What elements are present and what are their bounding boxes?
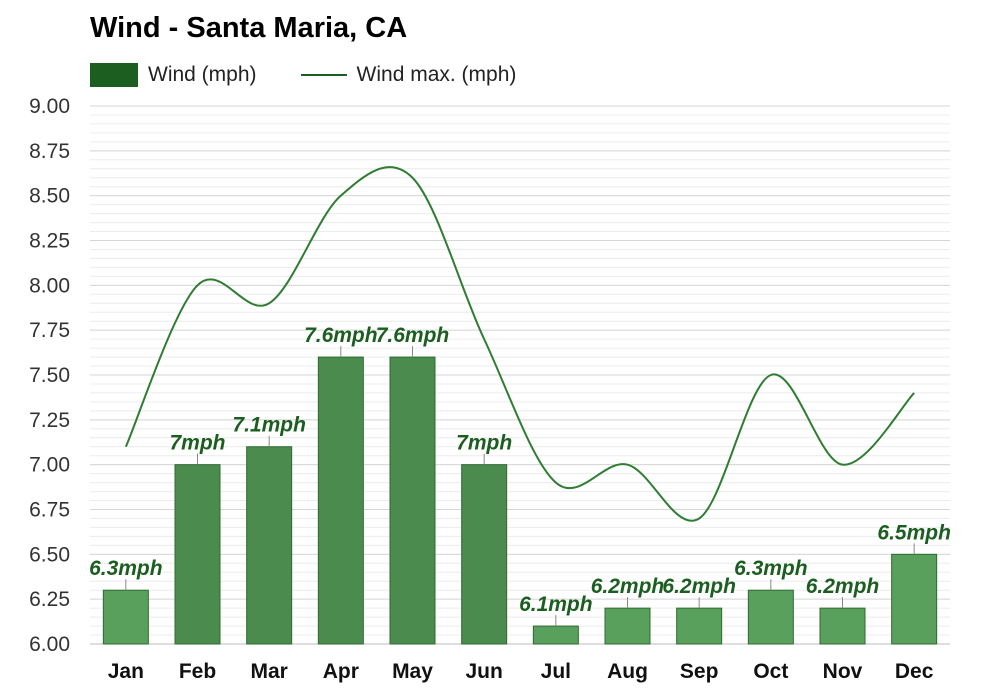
bar-sep xyxy=(676,607,723,645)
y-tick-label: 6.50 xyxy=(29,543,70,566)
y-tick-label: 6.75 xyxy=(29,499,70,522)
bar-may xyxy=(389,356,436,645)
x-tick-label: May xyxy=(392,660,433,683)
legend-line-label: Wind max. (mph) xyxy=(356,63,517,86)
bar-nov xyxy=(819,607,866,645)
chart-title: Wind - Santa Maria, CA xyxy=(90,12,408,44)
chart-legend: Wind (mph) Wind max. (mph) xyxy=(90,60,516,90)
bar-data-label: 7.1mph xyxy=(232,414,306,437)
x-tick-label: Apr xyxy=(323,660,359,683)
x-tick-label: Nov xyxy=(823,660,863,683)
bar-apr xyxy=(317,356,364,645)
x-tick-label: Jan xyxy=(108,660,144,683)
bar-jun xyxy=(461,464,508,645)
x-tick-label: Mar xyxy=(250,660,287,683)
bar-data-label: 7mph xyxy=(169,432,225,455)
bar-data-label: 6.2mph xyxy=(662,575,736,598)
bar-data-label: 6.1mph xyxy=(519,593,593,616)
y-tick-label: 7.00 xyxy=(29,454,70,477)
x-tick-label: Jul xyxy=(541,660,571,683)
bar-jan xyxy=(102,589,149,645)
wind-max-line xyxy=(124,166,915,522)
y-tick-label: 7.75 xyxy=(29,319,70,342)
y-tick-label: 8.25 xyxy=(29,230,70,253)
x-tick-label: Jun xyxy=(465,660,502,683)
x-tick-label: Sep xyxy=(680,660,719,683)
bar-data-label: 6.3mph xyxy=(734,557,808,580)
y-tick-label: 7.50 xyxy=(29,364,70,387)
y-tick-label: 9.00 xyxy=(29,95,70,118)
legend-bar-swatch xyxy=(90,63,138,87)
y-tick-label: 6.25 xyxy=(29,588,70,611)
bar-jul xyxy=(532,625,579,645)
bar-aug xyxy=(604,607,651,645)
legend-bar-label: Wind (mph) xyxy=(148,63,257,86)
x-tick-label: Dec xyxy=(895,660,934,683)
bar-data-label: 6.2mph xyxy=(806,575,880,598)
x-tick-label: Aug xyxy=(607,660,648,683)
bar-mar xyxy=(246,446,293,645)
bar-data-label: 6.2mph xyxy=(591,575,665,598)
y-tick-label: 8.50 xyxy=(29,185,70,208)
y-tick-label: 6.00 xyxy=(29,633,70,656)
legend-line-swatch xyxy=(300,74,347,76)
bar-data-label: 6.3mph xyxy=(89,557,163,580)
y-tick-label: 8.00 xyxy=(29,274,70,297)
bar-dec xyxy=(891,553,938,645)
bar-data-label: 7.6mph xyxy=(304,324,378,347)
bar-data-label: 7mph xyxy=(456,432,512,455)
bar-feb xyxy=(174,464,221,645)
bar-oct xyxy=(747,589,794,645)
y-tick-label: 7.25 xyxy=(29,409,70,432)
x-tick-label: Feb xyxy=(179,660,216,683)
bar-data-label: 6.5mph xyxy=(877,521,951,544)
x-tick-label: Oct xyxy=(753,660,788,683)
y-tick-label: 8.75 xyxy=(29,140,70,163)
bar-data-label: 7.6mph xyxy=(376,324,450,347)
